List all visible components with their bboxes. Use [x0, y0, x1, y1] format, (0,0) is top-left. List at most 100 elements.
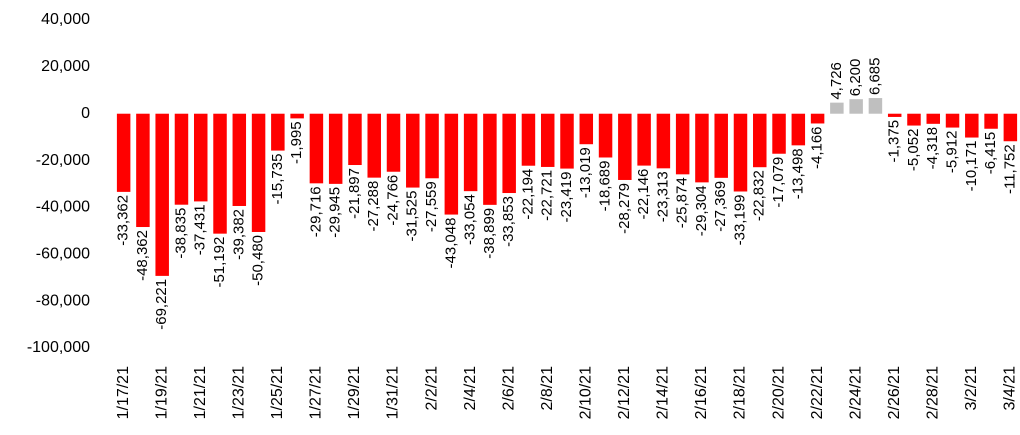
bar: [367, 113, 381, 178]
value-label: -5,052: [905, 129, 922, 172]
value-label: -18,689: [597, 160, 614, 211]
value-label: -33,199: [731, 194, 748, 245]
bar: [560, 113, 574, 169]
value-label: -29,716: [307, 186, 324, 237]
bar: [444, 113, 459, 215]
value-label: -43,048: [442, 218, 459, 269]
x-tick-label: 2/10/21: [577, 366, 594, 419]
bar: [579, 113, 594, 145]
value-label: -33,054: [462, 194, 479, 245]
bar: [791, 113, 806, 146]
value-label: -4,166: [809, 126, 826, 169]
value-label: -4,318: [924, 127, 941, 170]
value-label: -21,897: [346, 168, 363, 219]
bar: [733, 113, 748, 192]
value-label: -23,419: [558, 172, 575, 223]
bar: [386, 113, 401, 172]
y-tick-label: 20,000: [41, 58, 90, 75]
x-tick-label: 1/29/21: [346, 366, 363, 419]
value-label: -23,313: [654, 171, 671, 222]
value-label: -29,945: [327, 187, 344, 238]
bar: [1003, 113, 1018, 142]
x-tick-label: 1/27/21: [308, 366, 325, 419]
y-tick-label: 40,000: [41, 11, 90, 28]
x-tick-label: 1/19/21: [153, 366, 170, 419]
x-tick-label: 2/18/21: [732, 366, 749, 419]
y-tick-label: -60,000: [36, 246, 90, 263]
bar: [213, 113, 227, 234]
y-tick-label: -40,000: [36, 199, 90, 216]
value-label: -15,735: [269, 154, 286, 205]
bar: [155, 113, 169, 276]
bar: [540, 113, 555, 167]
value-label: -50,480: [250, 235, 267, 286]
value-label: -24,766: [384, 175, 401, 226]
value-label: -38,835: [172, 208, 189, 259]
value-label: 6,685: [866, 58, 883, 96]
bar: [193, 113, 208, 202]
x-tick-label: 2/6/21: [500, 366, 517, 411]
x-tick-label: 3/2/21: [963, 366, 980, 411]
x-tick-label: 2/12/21: [616, 366, 633, 419]
bar: [483, 113, 497, 205]
value-label: 6,200: [847, 59, 864, 97]
value-label: -22,832: [751, 170, 768, 221]
value-label: -31,525: [404, 191, 421, 242]
bar: [926, 113, 941, 124]
value-label: -1,995: [288, 121, 305, 164]
value-label: -6,415: [982, 132, 999, 175]
value-label: -29,304: [693, 185, 710, 236]
bar: [675, 113, 690, 175]
value-label: -13,019: [577, 147, 594, 198]
value-label: -10,171: [963, 141, 980, 192]
x-tick-label: 1/21/21: [192, 366, 209, 419]
x-tick-label: 1/31/21: [385, 366, 402, 419]
x-tick-label: 2/26/21: [886, 366, 903, 419]
bar: [116, 113, 131, 192]
value-label: -33,853: [500, 196, 517, 247]
value-label: -22,146: [635, 169, 652, 220]
value-label: -51,192: [211, 237, 228, 288]
value-label: -25,874: [674, 177, 691, 228]
bar: [830, 102, 844, 114]
x-tick-label: 2/28/21: [924, 366, 941, 419]
x-tick-label: 1/17/21: [115, 366, 132, 419]
bar: [425, 113, 439, 179]
value-label: -39,382: [230, 209, 247, 260]
bar: [965, 113, 979, 138]
bar: [695, 113, 709, 183]
x-tick-label: 1/25/21: [269, 366, 286, 419]
value-label: -5,912: [944, 131, 961, 174]
bar: [271, 113, 285, 151]
bar: [328, 113, 343, 184]
value-label: -27,288: [365, 181, 382, 232]
bar: [984, 113, 998, 129]
bar: [868, 98, 883, 114]
bar: [502, 113, 516, 194]
bar: [810, 113, 825, 124]
value-label: 4,726: [828, 62, 845, 100]
x-tick-label: 2/8/21: [539, 366, 556, 411]
value-label: -11,752: [1001, 144, 1018, 194]
value-label: -27,559: [423, 181, 440, 232]
bar: [309, 113, 324, 184]
x-tick-label: 2/20/21: [770, 366, 787, 419]
bar: [753, 113, 767, 168]
bar: [348, 113, 362, 166]
y-tick-label: -20,000: [36, 152, 90, 169]
value-label: -37,431: [192, 204, 209, 255]
bar: [772, 113, 786, 154]
x-tick-label: 2/16/21: [693, 366, 710, 419]
value-label: -38,899: [481, 208, 498, 259]
bar: [656, 113, 671, 169]
value-label: -1,375: [886, 120, 903, 163]
value-label: -27,369: [712, 181, 729, 232]
x-tick-label: 2/24/21: [847, 366, 864, 419]
bar: [618, 113, 632, 180]
value-label: -69,221: [153, 279, 170, 330]
value-label: -48,362: [134, 230, 151, 281]
bar: [290, 113, 304, 119]
value-label: -13,498: [789, 148, 806, 199]
bar: [406, 113, 420, 188]
y-tick-label: -100,000: [27, 339, 90, 356]
